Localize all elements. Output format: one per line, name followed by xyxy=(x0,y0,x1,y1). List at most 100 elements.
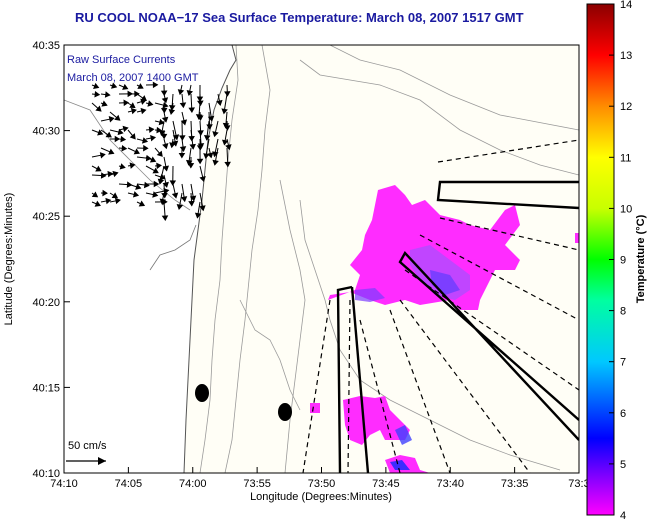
current-arrow xyxy=(160,102,168,114)
current-arrow xyxy=(203,120,211,141)
overlay-line1: Raw Surface Currents xyxy=(67,54,176,66)
colorbar-tick-label: 10 xyxy=(620,203,632,215)
current-vectors xyxy=(91,81,232,222)
current-arrow xyxy=(118,99,130,107)
map-content xyxy=(64,45,579,473)
current-arrow xyxy=(162,156,170,172)
current-arrow xyxy=(223,120,231,131)
current-arrow xyxy=(91,191,99,198)
current-arrow xyxy=(189,129,196,150)
x-tick-label: 73:50 xyxy=(308,478,336,490)
current-arrow xyxy=(160,84,168,97)
x-axis-ticks: 74:10 74:05 74:00 73:55 73:50 73:45 73:40 73:35… xyxy=(50,467,590,490)
current-arrow xyxy=(169,165,177,186)
current-arrow xyxy=(127,90,140,98)
current-arrow xyxy=(118,125,129,133)
current-arrow xyxy=(136,98,147,105)
current-arrow xyxy=(154,147,163,157)
marker-ellipse xyxy=(278,403,292,421)
current-arrow xyxy=(169,138,176,149)
current-arrow xyxy=(199,192,206,212)
current-arrow xyxy=(188,192,195,207)
colorbar-tick-label: 4 xyxy=(620,510,626,519)
x-axis-label: Longitude (Degrees:Minutes) xyxy=(250,491,392,503)
current-arrow xyxy=(189,183,197,202)
current-arrow xyxy=(161,93,169,104)
current-arrow xyxy=(91,152,106,159)
current-arrow xyxy=(145,126,155,133)
current-arrow xyxy=(212,147,219,166)
current-arrow xyxy=(91,129,104,136)
current-arrow xyxy=(145,156,157,163)
current-arrow xyxy=(127,162,136,169)
current-arrow xyxy=(136,144,149,152)
current-arrow xyxy=(154,162,162,170)
current-arrow xyxy=(109,197,121,205)
current-arrow xyxy=(188,93,195,114)
marker-ellipse xyxy=(195,384,209,402)
current-arrow xyxy=(185,147,193,166)
colorbar-tick-label: 12 xyxy=(620,101,632,113)
current-arrow xyxy=(127,129,136,140)
current-arrow xyxy=(154,126,163,134)
current-arrow xyxy=(161,111,169,123)
current-arrow xyxy=(109,192,119,199)
colorbar-tick-label: 7 xyxy=(620,357,626,369)
current-arrow xyxy=(154,173,166,181)
current-arrow xyxy=(118,83,129,90)
current-arrow xyxy=(109,82,118,89)
current-arrow xyxy=(109,128,124,136)
current-arrow xyxy=(136,200,146,207)
y-tick-label: 40:30 xyxy=(32,126,60,138)
x-tick-label: 73:3 xyxy=(568,478,589,490)
current-arrow xyxy=(100,116,115,123)
y-tick-label: 40:35 xyxy=(32,40,60,52)
map-title: RU COOL NOAA−17 Sea Surface Temperature:… xyxy=(75,10,524,25)
current-arrow xyxy=(91,165,102,172)
current-arrow xyxy=(162,138,169,150)
colorbar-ticks: 14 13 12 11 10 9 8 7 6 5 4 xyxy=(609,0,632,519)
current-arrow xyxy=(145,165,159,174)
current-arrow xyxy=(186,84,194,97)
y-axis-ticks: 40:35 40:30 40:25 40:20 40:15 40:10 xyxy=(32,40,70,480)
current-arrow xyxy=(171,183,179,199)
current-arrow xyxy=(127,183,142,190)
current-arrow xyxy=(91,200,101,207)
current-arrow xyxy=(109,135,121,143)
current-arrow xyxy=(100,147,115,155)
current-arrow xyxy=(100,91,111,98)
y-tick-label: 40:20 xyxy=(32,297,60,309)
current-arrow xyxy=(187,156,195,169)
current-arrow xyxy=(145,180,160,188)
current-arrow xyxy=(224,147,231,168)
scale-label: 50 cm/s xyxy=(68,440,107,452)
current-arrow xyxy=(178,147,186,159)
current-arrow xyxy=(216,93,223,106)
current-arrow xyxy=(109,170,119,178)
current-arrow xyxy=(154,118,165,126)
current-arrow xyxy=(179,93,187,109)
current-arrow xyxy=(212,120,219,138)
current-arrow xyxy=(100,197,112,205)
x-tick-label: 73:55 xyxy=(243,478,271,490)
colorbar-tick-label: 9 xyxy=(620,255,626,267)
colorbar-tick-label: 8 xyxy=(620,306,626,318)
colorbar-tick-label: 5 xyxy=(620,459,626,471)
x-tick-label: 74:00 xyxy=(179,478,207,490)
current-arrow xyxy=(199,165,206,183)
current-arrow xyxy=(180,183,188,203)
current-arrow xyxy=(179,120,186,141)
current-arrow xyxy=(118,135,127,143)
colorbar-tick-label: 11 xyxy=(620,152,631,164)
current-arrow xyxy=(196,147,204,165)
scale-arrow: 50 cm/s xyxy=(66,440,107,465)
current-arrow xyxy=(224,84,231,97)
current-arrow xyxy=(176,192,184,210)
current-arrow xyxy=(158,120,166,137)
current-arrow xyxy=(221,129,229,146)
current-arrow xyxy=(109,111,121,121)
current-arrow xyxy=(136,107,147,115)
sst-patches xyxy=(310,185,579,473)
current-arrow xyxy=(207,102,215,122)
